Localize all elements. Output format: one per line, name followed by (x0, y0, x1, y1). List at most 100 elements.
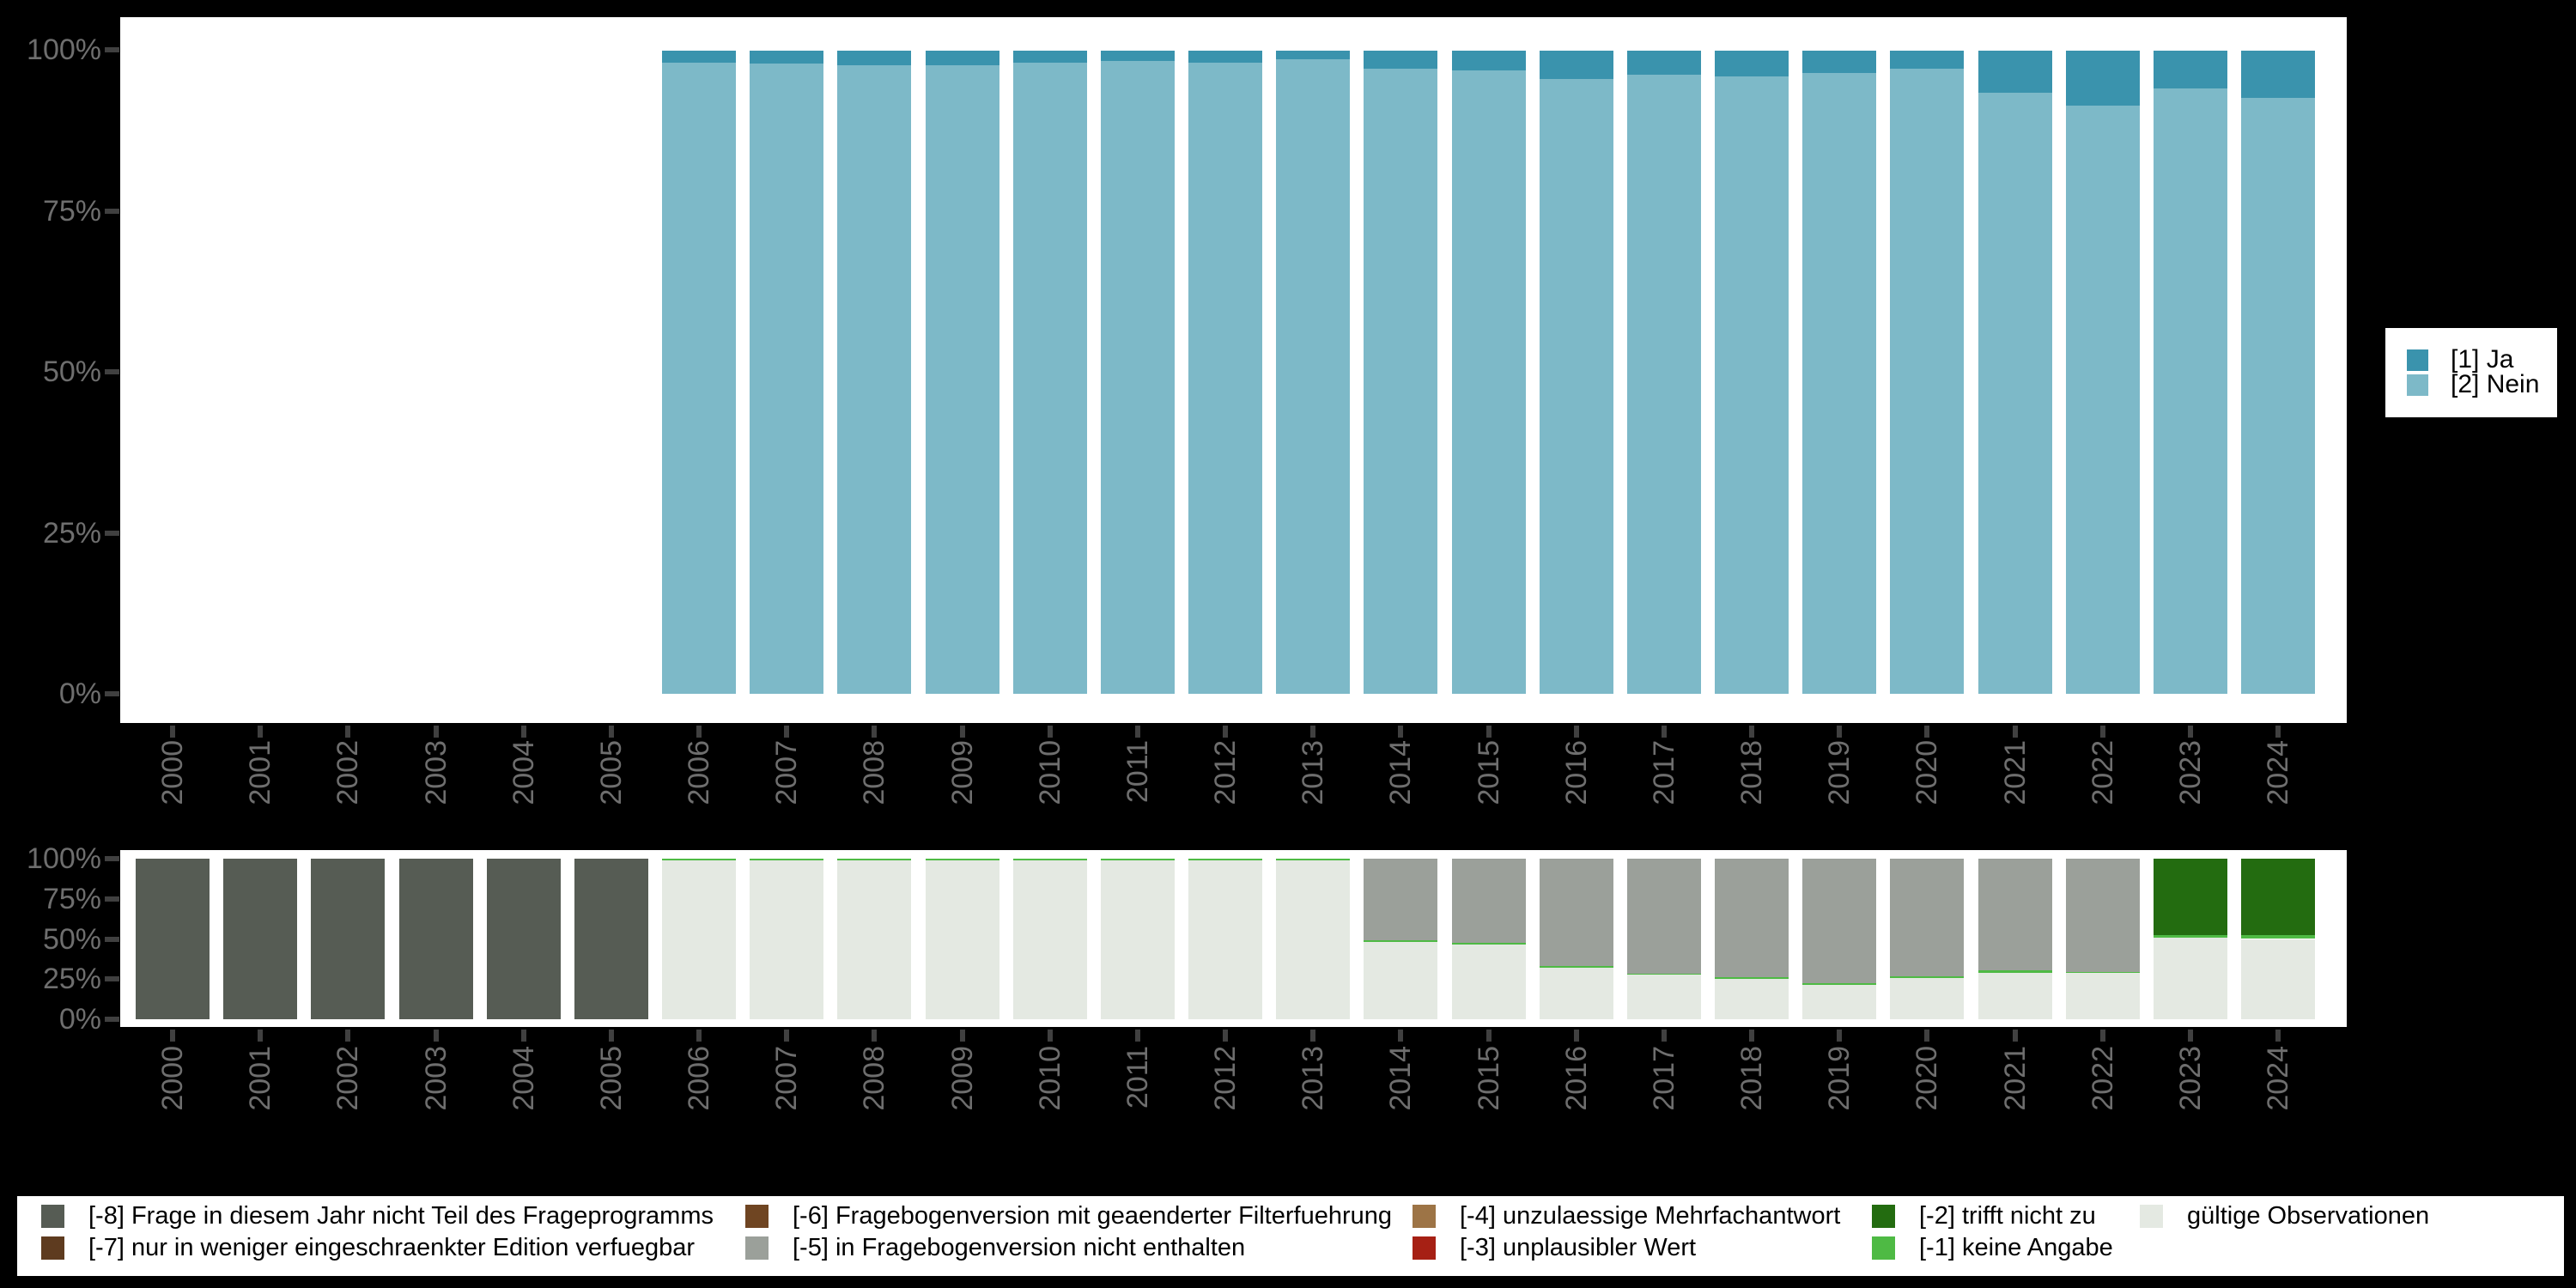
y-tick-mark (105, 369, 119, 374)
y-tick-mark (105, 896, 119, 902)
bar-segment-2021 (1978, 859, 2052, 970)
bar-segment-2018 (1715, 51, 1789, 76)
x-tick-mark (959, 1030, 965, 1042)
x-tick-mark (1223, 1030, 1228, 1042)
x-tick-mark (1310, 726, 1316, 738)
x-tick-label-2010: 2010 (1033, 740, 1066, 805)
x-tick-mark (170, 1030, 175, 1042)
bar-segment-2020 (1890, 859, 1965, 977)
x-tick-mark (1837, 1030, 1843, 1042)
x-tick-mark (1047, 726, 1053, 738)
bar-segment-2023 (2153, 859, 2227, 935)
bar-segment-2020 (1890, 976, 1965, 979)
missings-legend-label: [-4] unzulaessige Mehrfachantwort (1460, 1201, 1841, 1230)
bar-segment-2012 (1188, 62, 1262, 694)
bar-segment-2004 (486, 859, 561, 1019)
x-tick-label-2009: 2009 (945, 740, 979, 805)
bar-segment-2020 (1890, 69, 1965, 694)
y-tick-label: 0% (58, 677, 101, 710)
x-tick-label-2019: 2019 (1823, 740, 1856, 805)
bar-segment-2012 (1188, 859, 1262, 861)
x-tick-mark (696, 1030, 702, 1042)
bar-segment-2016 (1539, 79, 1613, 694)
bar-segment-2017 (1626, 51, 1701, 75)
missings-legend-item: [-1] keine Angabe (1872, 1233, 2113, 1262)
bar-segment-2007 (750, 859, 824, 860)
x-tick-label-2006: 2006 (683, 1046, 715, 1111)
x-tick-label-2012: 2012 (1209, 740, 1242, 805)
x-tick-label-2004: 2004 (507, 740, 540, 805)
response-legend: [1] Ja [2] Nein (2385, 328, 2557, 417)
bar-segment-2018 (1715, 76, 1789, 694)
bar-segment-2009 (925, 64, 999, 694)
bar-segment-2017 (1626, 974, 1701, 1019)
bar-segment-2024 (2241, 934, 2316, 939)
x-tick-label-2020: 2020 (1911, 740, 1944, 805)
bar-segment-2011 (1100, 860, 1175, 1019)
bar-segment-2005 (574, 859, 648, 1019)
bar-segment-2013 (1276, 51, 1351, 59)
bar-segment-2021 (1978, 93, 2052, 694)
bar-segment-2022 (2065, 972, 2140, 1019)
bar-segment-2023 (2153, 51, 2227, 89)
bar-segment-2014 (1364, 942, 1438, 1019)
x-tick-mark (1223, 726, 1228, 738)
x-tick-mark (2012, 726, 2018, 738)
x-tick-label-2015: 2015 (1472, 740, 1505, 805)
y-tick-label: 25% (42, 963, 101, 996)
bar-segment-2000 (136, 859, 210, 1019)
x-tick-label-2021: 2021 (1998, 1046, 2032, 1111)
missings-legend-item: [-8] Frage in diesem Jahr nicht Teil des… (41, 1201, 714, 1230)
y-tick-label: 50% (42, 922, 101, 956)
x-tick-mark (345, 726, 351, 738)
x-tick-mark (2275, 1030, 2281, 1042)
x-tick-mark (2012, 1030, 2018, 1042)
bar-segment-2012 (1188, 860, 1262, 1019)
x-tick-label-2016: 2016 (1559, 1046, 1593, 1111)
x-tick-mark (1749, 726, 1755, 738)
x-tick-label-2024: 2024 (2262, 740, 2295, 805)
x-tick-label-2008: 2008 (858, 740, 891, 805)
response-chart-panel (120, 17, 2347, 723)
x-tick-mark (433, 1030, 439, 1042)
bar-segment-2006 (662, 51, 736, 63)
bar-segment-2018 (1715, 859, 1789, 978)
x-tick-mark (1573, 1030, 1579, 1042)
ja-color-swatch (2407, 349, 2428, 371)
y-tick-label: 100% (27, 842, 101, 875)
x-tick-label-2002: 2002 (331, 1046, 365, 1111)
x-tick-mark (520, 1030, 526, 1042)
bar-segment-2006 (662, 62, 736, 694)
x-tick-mark (608, 726, 614, 738)
y-tick-mark (105, 976, 119, 982)
bar-segment-2018 (1715, 979, 1789, 1020)
x-tick-mark (1661, 726, 1667, 738)
missings-legend-label: gültige Observationen (2187, 1201, 2430, 1230)
bar-segment-2020 (1890, 978, 1965, 1019)
bar-segment-2015 (1451, 51, 1526, 70)
missing-code-swatch (41, 1236, 64, 1260)
bar-segment-2022 (2065, 972, 2140, 973)
x-tick-label-2002: 2002 (331, 740, 365, 805)
x-tick-label-2023: 2023 (2173, 1046, 2207, 1111)
bar-segment-2017 (1626, 973, 1701, 975)
nein-color-swatch (2407, 374, 2428, 396)
x-tick-label-2018: 2018 (1735, 1046, 1769, 1111)
bar-segment-2019 (1802, 859, 1877, 983)
missings-legend-label: [-5] in Fragebogenversion nicht enthalte… (793, 1233, 1246, 1261)
bar-segment-2009 (925, 51, 999, 65)
y-tick-mark (105, 936, 119, 942)
missings-legend-item: [-4] unzulaessige Mehrfachantwort (1413, 1201, 1840, 1230)
bar-segment-2021 (1978, 970, 2052, 973)
x-tick-label-2014: 2014 (1384, 1046, 1418, 1111)
bar-segment-2011 (1100, 61, 1175, 694)
bar-segment-2013 (1276, 859, 1351, 861)
x-tick-label-2018: 2018 (1735, 740, 1769, 805)
y-tick-label: 75% (42, 194, 101, 228)
legend-label-ja: [1] Ja (2451, 345, 2514, 374)
bar-segment-2010 (1012, 63, 1087, 694)
bar-segment-2019 (1802, 72, 1877, 694)
x-tick-label-2005: 2005 (594, 740, 628, 805)
x-tick-label-2012: 2012 (1209, 1046, 1242, 1111)
x-tick-mark (1573, 726, 1579, 738)
